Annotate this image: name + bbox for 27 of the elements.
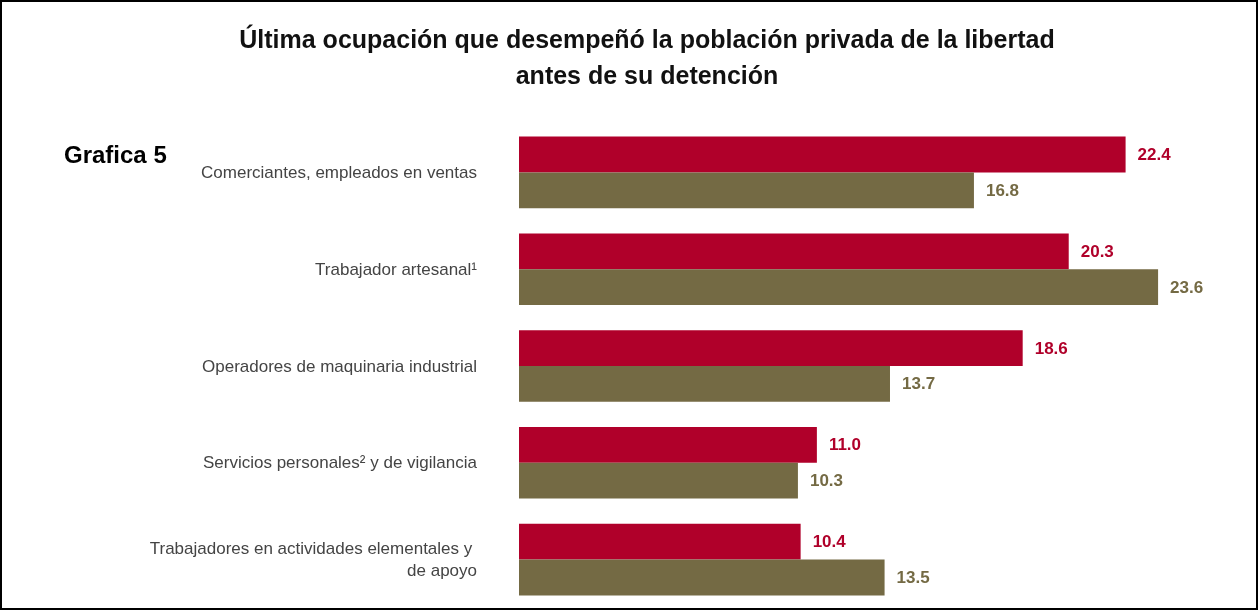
text: Grafica 5 xyxy=(64,140,167,168)
y-tick-label: Servicios personales² y de vigilancia xyxy=(202,453,478,473)
bar xyxy=(519,136,1126,173)
bar xyxy=(519,559,885,596)
data-label: 13.5 xyxy=(896,568,930,588)
data-label: 20.3 xyxy=(1080,241,1114,261)
bar xyxy=(519,426,817,463)
data-label: 13.7 xyxy=(902,374,936,394)
data-label: 10.4 xyxy=(812,532,847,552)
y-tick-label: Trabajadores en actividades elementales y de apoyo xyxy=(149,539,477,581)
data-label: 22.4 xyxy=(1137,144,1172,164)
bar xyxy=(519,330,1023,366)
y-tick-label: Trabajador artesanal¹ xyxy=(315,259,478,279)
bar xyxy=(519,269,1159,306)
y-tick-label: Comerciantes, empleados en ventas xyxy=(201,162,477,182)
data-label: 16.8 xyxy=(985,180,1020,200)
data-label: 10.3 xyxy=(809,471,844,491)
bar xyxy=(519,233,1069,270)
data-label: 18.6 xyxy=(1034,338,1068,358)
data-label: 23.6 xyxy=(1170,277,1204,297)
y-tick-label: Operadores de maquinaria industrial xyxy=(202,356,477,376)
data-label: 11.0 xyxy=(828,435,862,455)
chart-title: Última ocupación que desempeñó la población privada de la libertad antes de su detención xyxy=(239,24,1055,89)
bar xyxy=(519,462,798,499)
bar xyxy=(519,366,890,402)
bar xyxy=(519,172,974,209)
bar xyxy=(519,523,801,560)
